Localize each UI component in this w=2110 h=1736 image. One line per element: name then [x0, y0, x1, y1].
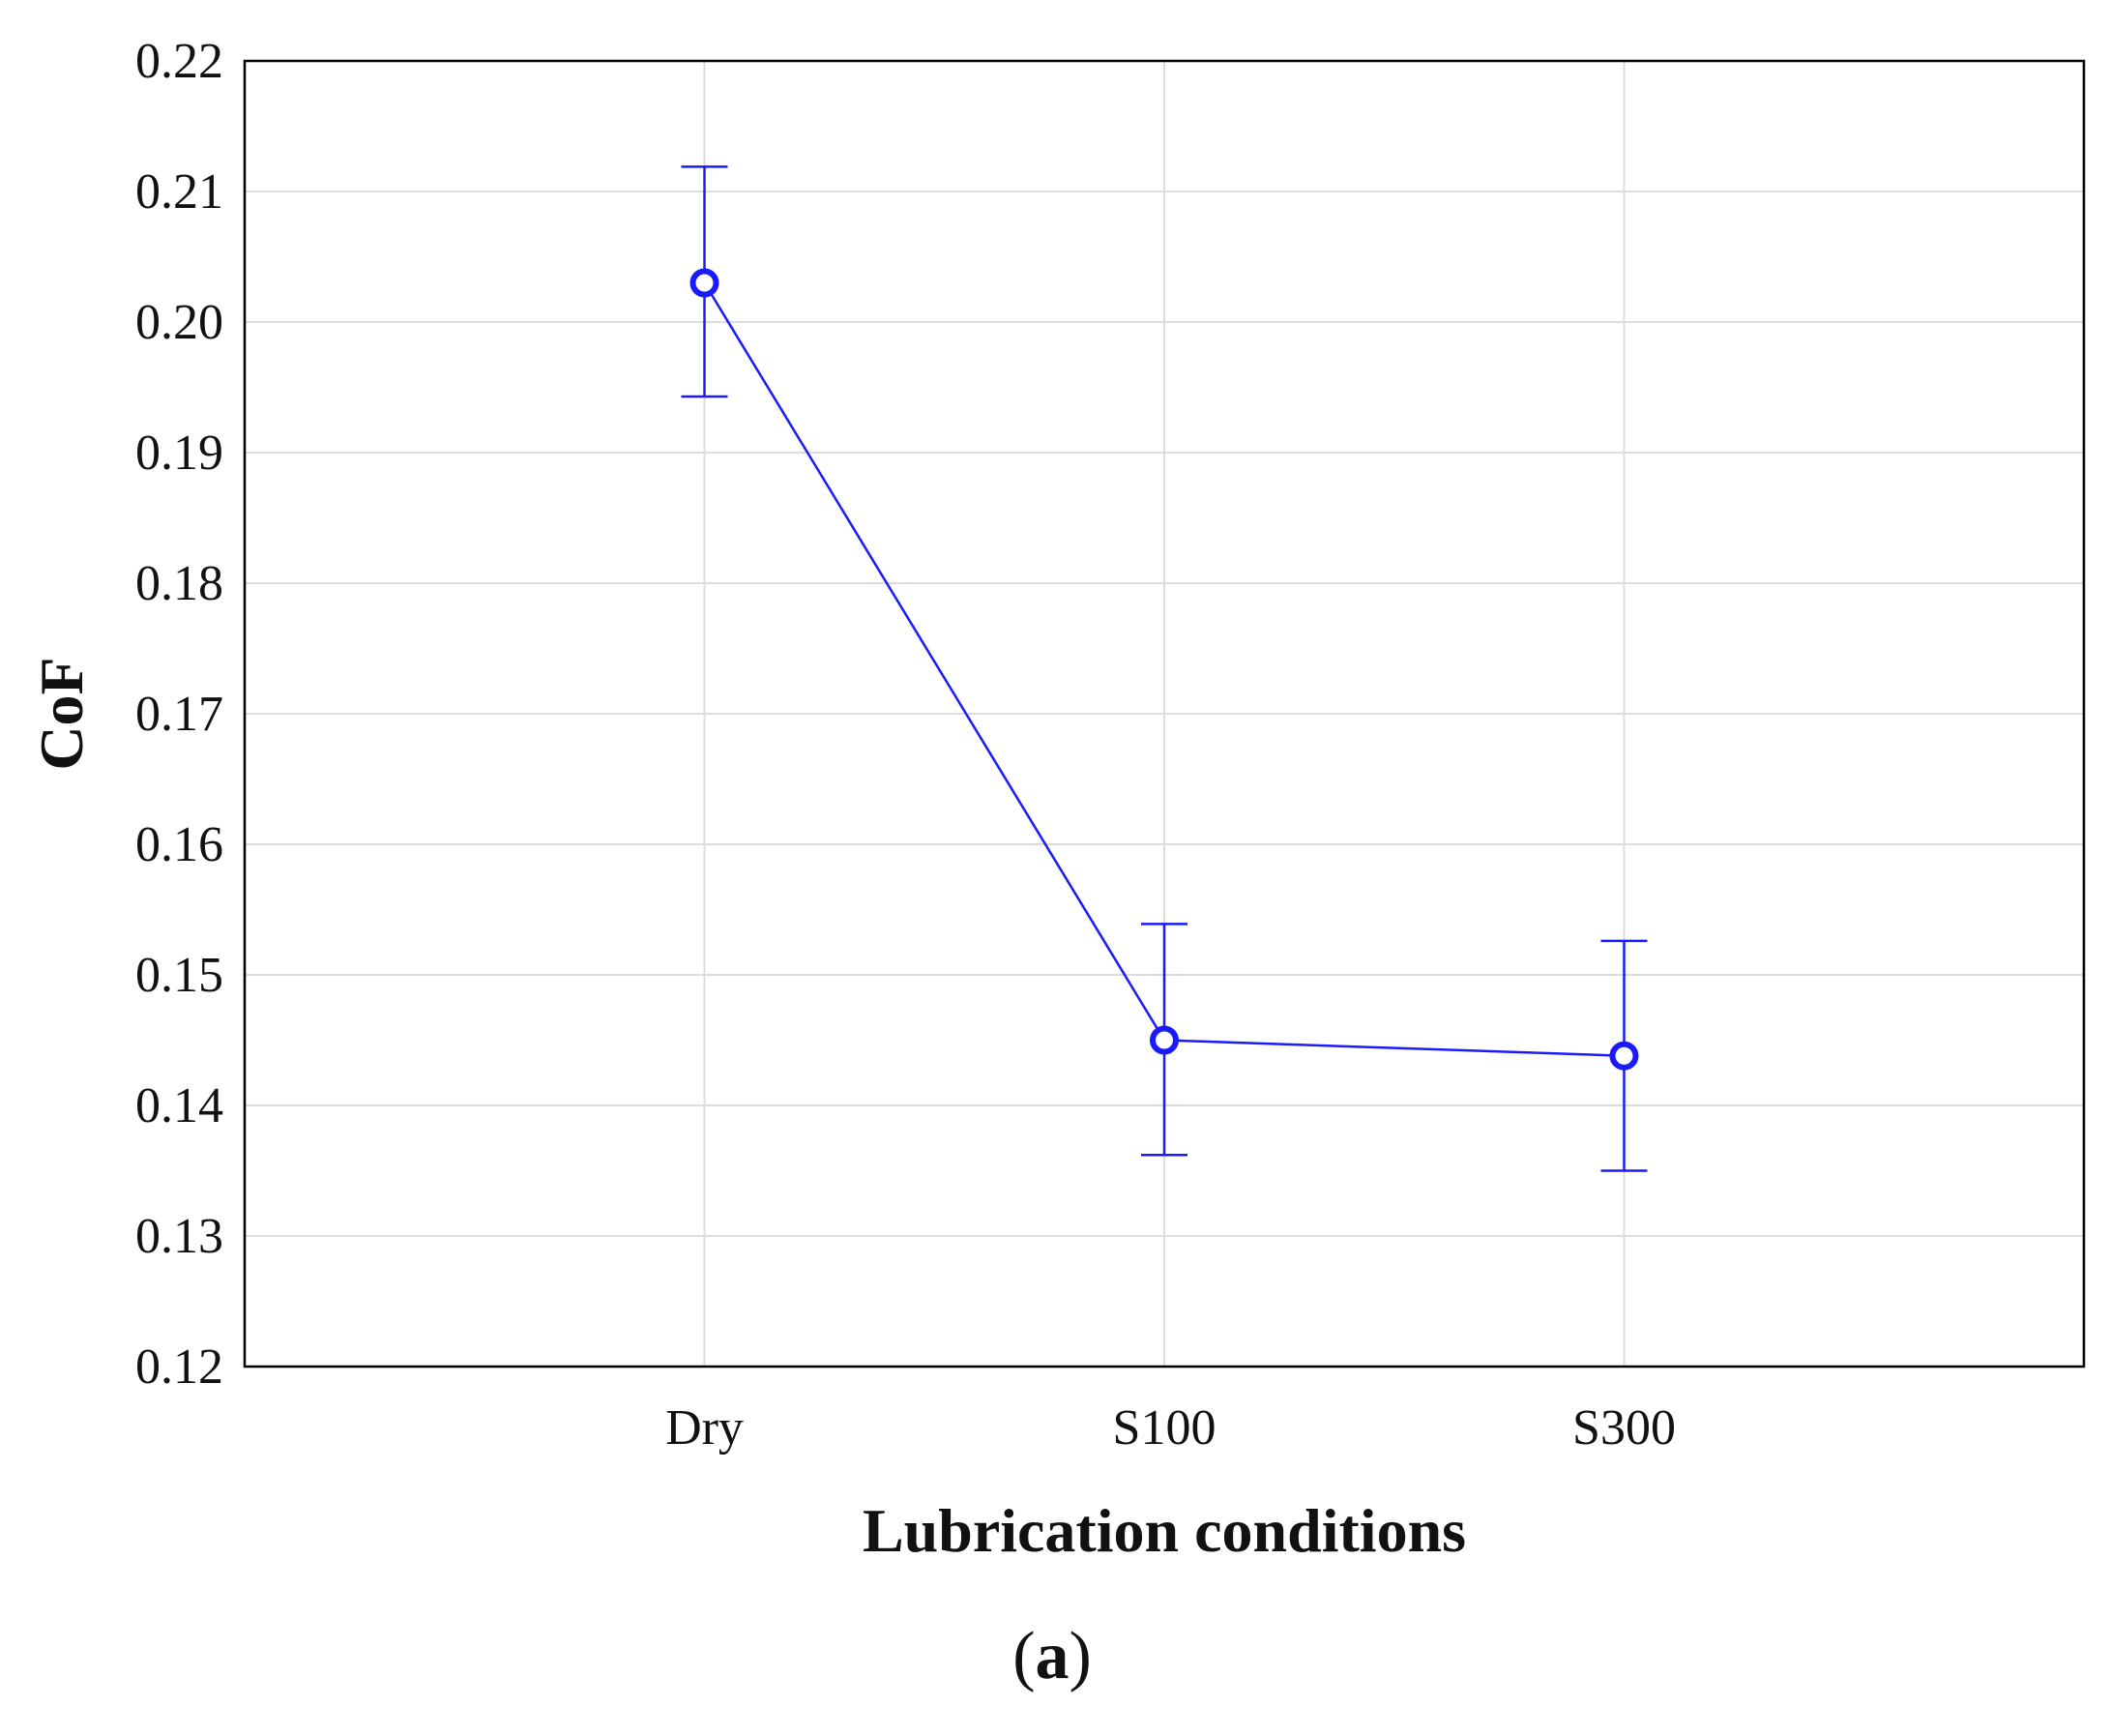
grid-layer: [245, 61, 2084, 1367]
y-tick-label: 0.21: [135, 164, 223, 220]
x-tick-labels: Dry S100 S300: [665, 1400, 1676, 1456]
y-tick-label: 0.17: [135, 687, 223, 742]
y-tick-label: 0.13: [135, 1209, 223, 1264]
series-layer: [681, 165, 1648, 1172]
y-axis-title: CoF: [27, 657, 96, 770]
data-point: [689, 268, 719, 298]
y-tick-label: 0.19: [135, 426, 223, 481]
plot-frame: [243, 59, 2086, 1368]
data-point: [1609, 1041, 1639, 1071]
panel-label-open: (: [1012, 1619, 1035, 1693]
y-tick-label: 0.12: [135, 1339, 223, 1395]
data-point: [1150, 1025, 1179, 1055]
x-tick-label: Dry: [665, 1400, 744, 1456]
x-tick-label: S100: [1113, 1400, 1216, 1456]
x-axis-title: Lubrication conditions: [863, 1496, 1466, 1565]
y-tick-label: 0.16: [135, 817, 223, 872]
y-tick-label: 0.18: [135, 556, 223, 611]
y-tick-labels: 0.12 0.13 0.14 0.15 0.16 0.17 0.18 0.19 0.20 0.21…: [135, 34, 223, 1395]
panel-label-close: ): [1070, 1619, 1092, 1693]
y-tick-label: 0.22: [135, 34, 223, 89]
panel-label-letter: a: [1036, 1619, 1070, 1693]
y-tick-label: 0.15: [135, 948, 223, 1003]
x-tick-label: S300: [1572, 1400, 1676, 1456]
y-tick-label: 0.14: [135, 1078, 223, 1133]
panel-label: (a): [1012, 1619, 1092, 1693]
y-tick-label: 0.20: [135, 295, 223, 350]
